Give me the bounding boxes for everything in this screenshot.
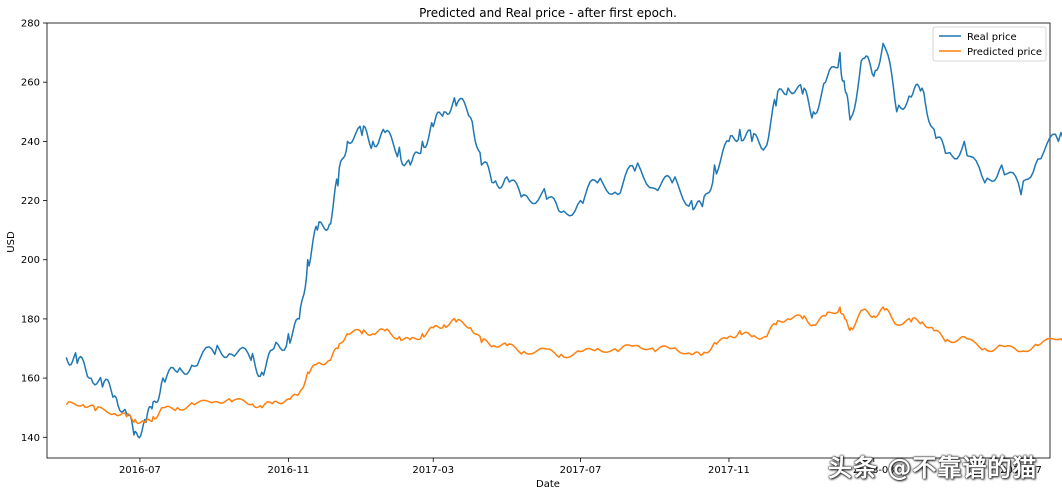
- x-axis-label: Date: [536, 479, 560, 490]
- y-tick-label: 280: [21, 19, 40, 30]
- x-tick-label: 2017-11: [708, 465, 750, 476]
- y-axis: 140 160 180 200 220 240 260 280: [21, 19, 47, 444]
- x-axis: 2016-07 2016-11 2017-03 2017-07 2017-11 2018-…: [119, 458, 1042, 476]
- legend: Real price Predicted price: [932, 26, 1047, 62]
- x-tick-label: 2016-11: [267, 465, 309, 476]
- y-axis-label: USD: [6, 231, 17, 253]
- y-tick-label: 180: [21, 314, 40, 325]
- watermark: 头条 @不靠谱的猫: [828, 454, 1038, 482]
- y-tick-label: 220: [21, 196, 40, 207]
- x-tick-label: 2017-03: [412, 465, 454, 476]
- legend-box: [932, 26, 1047, 62]
- y-tick-label: 240: [21, 137, 40, 148]
- series-line-predicted-price: [65, 306, 1062, 425]
- x-tick-label: 2018-07: [1000, 465, 1042, 476]
- legend-label-real-price: Real price: [967, 32, 1017, 43]
- plot-area: [46, 22, 1051, 459]
- x-tick-label: 2016-07: [119, 465, 161, 476]
- y-tick-label: 200: [21, 255, 40, 266]
- series-layer: [65, 42, 1062, 439]
- x-tick-label: 2017-07: [560, 465, 602, 476]
- chart-title: Predicted and Real price - after first e…: [419, 6, 677, 20]
- series-line-real-price: [65, 42, 1062, 439]
- y-tick-label: 140: [21, 433, 40, 444]
- x-tick-label: 2018-03: [853, 465, 895, 476]
- legend-label-predicted-price: Predicted price: [967, 47, 1042, 58]
- y-tick-label: 160: [21, 374, 40, 385]
- y-tick-label: 260: [21, 78, 40, 89]
